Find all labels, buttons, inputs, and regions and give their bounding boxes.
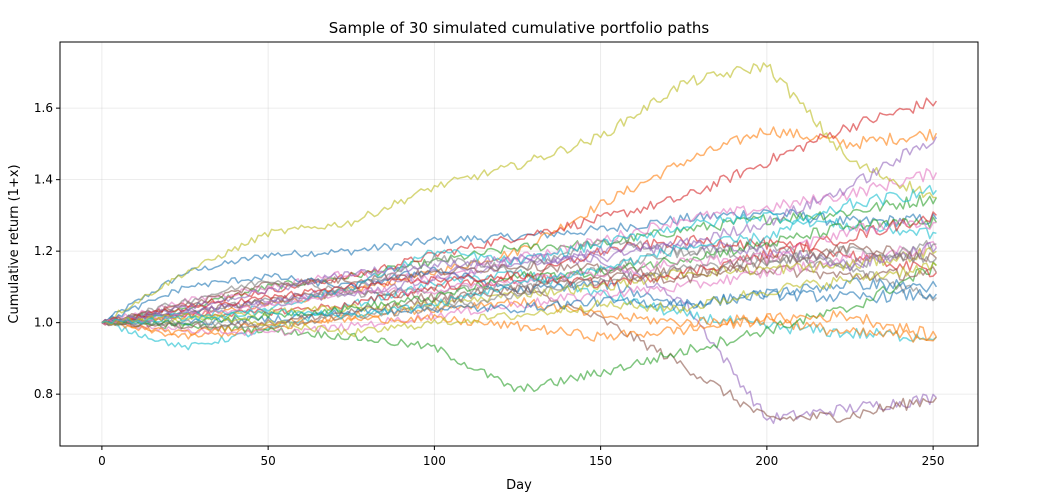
series-line-3 — [101, 194, 938, 326]
series-line-15 — [101, 136, 938, 326]
series-line-30 — [101, 184, 937, 325]
plot-frame — [59, 41, 979, 447]
y-tick-label: 0.8 — [34, 387, 53, 401]
series-line-28 — [101, 245, 937, 330]
series-line-25 — [101, 239, 937, 325]
x-tick-label: 150 — [589, 454, 612, 468]
series-line-29 — [101, 261, 937, 338]
x-tick-label: 100 — [423, 454, 446, 468]
series-line-19 — [101, 247, 937, 326]
series-line-26 — [101, 242, 937, 330]
series-line-4 — [101, 97, 938, 324]
x-tick-label: 0 — [98, 454, 106, 468]
series-line-11 — [101, 266, 937, 325]
y-tick-label: 1.0 — [34, 316, 53, 330]
x-tick-label: 200 — [755, 454, 778, 468]
series-line-24 — [101, 211, 937, 325]
x-tick-label: 250 — [922, 454, 945, 468]
y-tick-label: 1.2 — [34, 244, 53, 258]
chart-title: Sample of 30 simulated cumulative portfo… — [329, 19, 710, 37]
series-line-10 — [101, 268, 937, 351]
y-axis-label: Cumulative return (1+x) — [7, 164, 22, 323]
x-axis-label: Day — [506, 478, 532, 493]
axis-ticks: 0 50 100 150 200 250 0.8 1.0 1.2 1.4 1.6 — [34, 101, 945, 468]
series-line-1 — [101, 209, 938, 324]
series-line-9 — [101, 62, 937, 324]
x-tick-label: 50 — [260, 454, 275, 468]
y-tick-label: 1.6 — [34, 101, 53, 115]
y-tick-label: 1.4 — [34, 173, 53, 187]
series-group — [101, 62, 938, 425]
series-line-7 — [101, 168, 938, 325]
